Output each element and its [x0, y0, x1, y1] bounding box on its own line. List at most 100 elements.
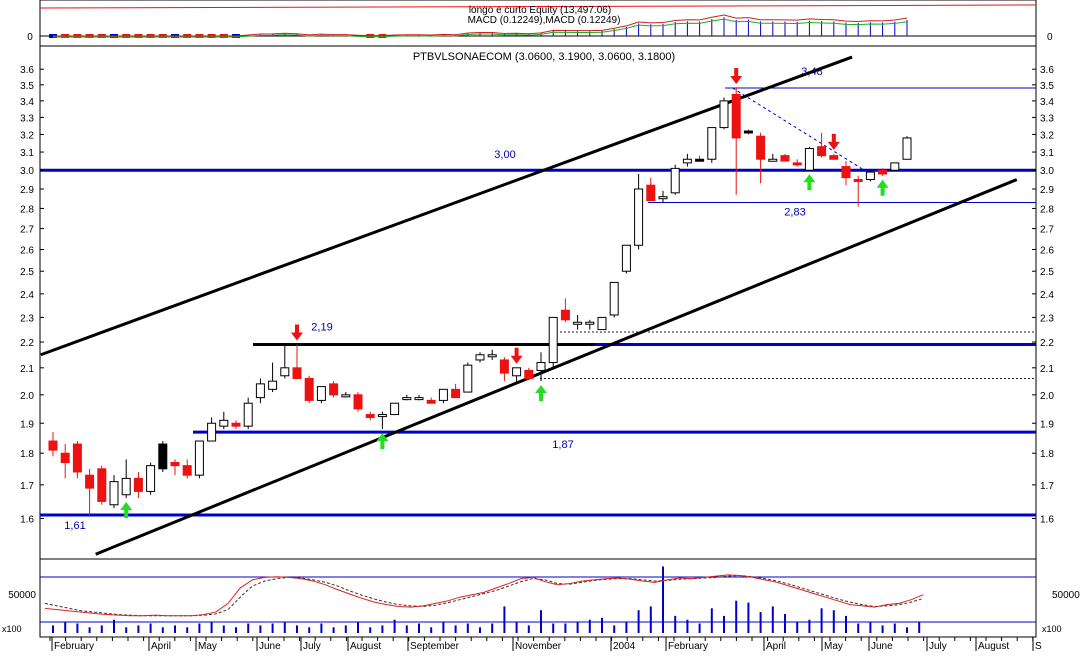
- candle-body: [670, 167, 680, 194]
- candle: [60, 444, 70, 479]
- y-tick-label-left: 1.9: [20, 419, 34, 430]
- y-tick-label-left: 3.4: [20, 97, 34, 108]
- candle-body: [878, 169, 888, 175]
- candle-body: [487, 354, 497, 358]
- y-tick-label-left: 3.0: [20, 166, 34, 177]
- y-tick-label-left: 3.6: [20, 65, 34, 76]
- candle-body: [817, 146, 827, 157]
- candle-body: [829, 155, 839, 160]
- candle: [426, 397, 436, 404]
- candle: [121, 459, 131, 499]
- candle: [463, 362, 473, 393]
- macd-signal-line: [53, 18, 908, 38]
- candle: [231, 420, 241, 430]
- x-axis-label: February: [668, 641, 708, 651]
- x-axis-label: 2004: [613, 641, 636, 651]
- top-panel: [39, 4, 1037, 38]
- volume-scale-left: x100: [2, 624, 22, 634]
- candle-body: [707, 127, 717, 160]
- candle-body: [341, 394, 351, 398]
- up-arrow-signal: [376, 433, 389, 450]
- candle: [414, 394, 424, 401]
- y-tick-label-left: 2.7: [20, 225, 34, 236]
- candle-body: [329, 383, 339, 396]
- candle-body: [72, 443, 82, 473]
- x-axis-label: June: [259, 641, 281, 651]
- candle-body: [231, 422, 241, 427]
- x-axis-label: November: [515, 641, 562, 651]
- candle: [792, 159, 802, 167]
- y-tick-label-right: 3.5: [1040, 81, 1054, 92]
- y-tick-label-left: 1.6: [20, 514, 34, 525]
- candle-body: [548, 316, 558, 364]
- candle: [243, 397, 253, 430]
- y-tick-label-right: 1.8: [1040, 449, 1054, 460]
- candle-body: [182, 465, 192, 476]
- candle: [865, 170, 875, 182]
- candle-body: [280, 367, 290, 377]
- candle: [853, 175, 863, 207]
- trend-lines: [40, 55, 1018, 556]
- oscillator-signal-line: [44, 574, 924, 617]
- candle: [573, 315, 583, 330]
- candle: [304, 375, 314, 404]
- x-axis-label: June: [871, 641, 893, 651]
- candle: [646, 177, 656, 202]
- macd-line: [53, 14, 908, 37]
- candle: [109, 475, 119, 509]
- candle-body: [804, 147, 814, 171]
- y-tick-label-right: 3.3: [1040, 113, 1054, 124]
- candle: [133, 471, 143, 499]
- level-label: 1,61: [64, 520, 85, 532]
- x-axis-label: May: [198, 641, 217, 651]
- x-axis-label: July: [929, 641, 947, 651]
- candle: [146, 462, 156, 495]
- candle-body: [207, 422, 217, 442]
- y-tick-label-left: 3.5: [20, 81, 34, 92]
- candle-body: [402, 397, 412, 401]
- candle-body: [756, 135, 766, 160]
- candle: [451, 383, 461, 399]
- candle-body: [585, 321, 595, 325]
- candle-body: [414, 397, 424, 401]
- candle-body: [475, 354, 485, 361]
- candle-body: [463, 364, 473, 393]
- candle-body: [194, 440, 204, 476]
- candle: [780, 153, 790, 162]
- candle-body: [255, 383, 265, 399]
- y-tick-label-left: 2.4: [20, 290, 34, 301]
- candle: [280, 344, 290, 379]
- top-panel-zero-left: 0: [27, 32, 33, 43]
- y-tick-label-right: 3.1: [1040, 148, 1054, 159]
- y-tick-label-left: 3.2: [20, 130, 34, 141]
- candle-body: [133, 477, 143, 492]
- x-axis-label: August: [350, 641, 381, 651]
- candle: [768, 153, 778, 162]
- y-tick-label-right: 3.0: [1040, 166, 1054, 177]
- candle-body: [97, 468, 107, 502]
- x-axis-label: July: [303, 641, 321, 651]
- up-arrow-signal: [120, 502, 133, 519]
- candle-body: [792, 162, 802, 166]
- y-tick-label-left: 2.5: [20, 267, 34, 278]
- candle: [707, 127, 717, 163]
- candle: [560, 298, 570, 323]
- y-tick-label-left: 3.1: [20, 148, 34, 159]
- candle: [365, 411, 375, 421]
- equity-line: [39, 4, 1037, 9]
- candle-body: [780, 155, 790, 162]
- candle: [438, 388, 448, 404]
- candle-body: [634, 188, 644, 246]
- candle: [182, 459, 192, 479]
- candle: [634, 173, 644, 250]
- y-tick-label-left: 2.8: [20, 204, 34, 215]
- y-tick-label-right: 1.6: [1040, 514, 1054, 525]
- volume-label-right: 50000: [1052, 590, 1080, 601]
- volume-label-left: 50000: [8, 590, 36, 601]
- candle-body: [646, 184, 656, 202]
- up-arrow-signal: [803, 174, 816, 191]
- candle: [219, 411, 229, 430]
- candle-body: [890, 162, 900, 171]
- candle: [292, 344, 302, 379]
- y-tick-label-left: 3.3: [20, 113, 34, 124]
